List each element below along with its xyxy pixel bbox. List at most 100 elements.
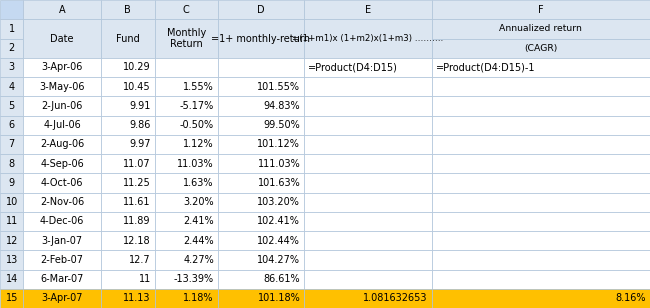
Bar (23, 192, 101, 212)
Text: Fund: Fund (116, 34, 140, 43)
Bar (218, 135, 304, 154)
Bar (304, 58, 432, 77)
Text: 3.20%: 3.20% (183, 197, 214, 207)
Bar (218, 0, 304, 19)
Bar (0, 19, 23, 38)
Bar (304, 116, 432, 135)
Bar (101, 270, 155, 289)
Bar (23, 212, 101, 231)
Bar (218, 231, 304, 250)
Text: 9.91: 9.91 (129, 101, 151, 111)
Bar (304, 0, 432, 19)
Bar (155, 192, 218, 212)
Bar (304, 289, 432, 308)
Text: (CAGR): (CAGR) (524, 44, 558, 53)
Bar (155, 154, 218, 173)
Text: 10.45: 10.45 (123, 82, 151, 91)
Bar (0, 192, 23, 212)
Text: 1.12%: 1.12% (183, 140, 214, 149)
Bar (0, 173, 23, 192)
Bar (218, 250, 304, 270)
Bar (304, 250, 432, 270)
Bar (432, 289, 650, 308)
Text: Monthly
Return: Monthly Return (166, 28, 206, 49)
Text: 3-May-06: 3-May-06 (40, 82, 84, 91)
Bar (101, 116, 155, 135)
Text: 7: 7 (8, 140, 15, 149)
Bar (432, 192, 650, 212)
Text: 103.20%: 103.20% (257, 197, 300, 207)
Text: 1.18%: 1.18% (183, 294, 214, 303)
Bar (218, 77, 304, 96)
Bar (101, 289, 155, 308)
Bar (0, 154, 23, 173)
Text: 11.03%: 11.03% (177, 159, 214, 168)
Bar (101, 135, 155, 154)
Bar (23, 173, 101, 192)
Bar (155, 250, 218, 270)
Text: -0.50%: -0.50% (179, 120, 214, 130)
Bar (155, 289, 218, 308)
Bar (23, 135, 101, 154)
Bar (304, 96, 432, 116)
Text: 94.83%: 94.83% (264, 101, 300, 111)
Text: 101.63%: 101.63% (257, 178, 300, 188)
Bar (432, 58, 650, 77)
Bar (218, 192, 304, 212)
Bar (101, 231, 155, 250)
Text: 2-Feb-07: 2-Feb-07 (40, 255, 84, 265)
Bar (304, 173, 432, 192)
Bar (0, 212, 23, 231)
Text: 8: 8 (8, 159, 15, 168)
Text: 11.25: 11.25 (123, 178, 151, 188)
Text: 9: 9 (8, 178, 15, 188)
Text: 101.55%: 101.55% (257, 82, 300, 91)
Bar (23, 77, 101, 96)
Bar (155, 116, 218, 135)
Text: -5.17%: -5.17% (179, 101, 214, 111)
Bar (0, 250, 23, 270)
Text: 1.55%: 1.55% (183, 82, 214, 91)
Text: 86.61%: 86.61% (264, 274, 300, 284)
Bar (304, 270, 432, 289)
Text: 111.03%: 111.03% (257, 159, 300, 168)
Bar (23, 116, 101, 135)
Bar (23, 58, 101, 77)
Bar (0, 289, 23, 308)
Text: Annualized return: Annualized return (499, 24, 582, 33)
Bar (0, 77, 23, 96)
Bar (23, 250, 101, 270)
Bar (432, 154, 650, 173)
Bar (432, 116, 650, 135)
Text: E: E (365, 5, 371, 14)
Bar (218, 173, 304, 192)
Bar (432, 231, 650, 250)
Text: 4: 4 (8, 82, 15, 91)
Bar (101, 96, 155, 116)
Bar (101, 250, 155, 270)
Text: 8.16%: 8.16% (616, 294, 646, 303)
Bar (432, 173, 650, 192)
Bar (432, 38, 650, 58)
Text: 4.27%: 4.27% (183, 255, 214, 265)
Bar (432, 250, 650, 270)
Bar (218, 154, 304, 173)
Text: 11.13: 11.13 (124, 294, 151, 303)
Bar (432, 135, 650, 154)
Bar (218, 96, 304, 116)
Text: 104.27%: 104.27% (257, 255, 300, 265)
Bar (304, 19, 432, 58)
Text: 2-Aug-06: 2-Aug-06 (40, 140, 84, 149)
Bar (23, 96, 101, 116)
Text: 99.50%: 99.50% (263, 120, 300, 130)
Bar (218, 19, 304, 58)
Text: D: D (257, 5, 265, 14)
Text: 4-Dec-06: 4-Dec-06 (40, 217, 84, 226)
Bar (304, 154, 432, 173)
Text: 1: 1 (8, 24, 15, 34)
Text: B: B (124, 5, 131, 14)
Text: 102.41%: 102.41% (257, 217, 300, 226)
Text: 3-Apr-07: 3-Apr-07 (42, 294, 83, 303)
Bar (155, 270, 218, 289)
Bar (101, 0, 155, 19)
